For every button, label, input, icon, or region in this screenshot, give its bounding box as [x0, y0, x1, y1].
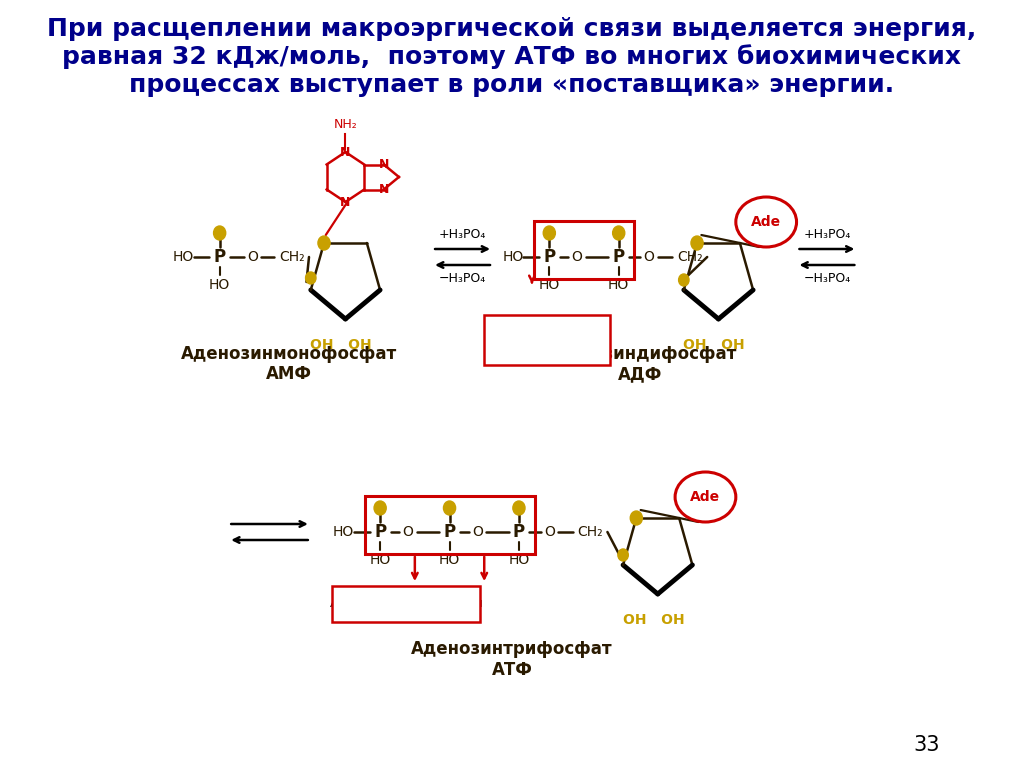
Text: NH₂: NH₂	[334, 117, 357, 130]
Circle shape	[305, 272, 316, 284]
Text: O: O	[544, 525, 555, 539]
Text: Ade: Ade	[690, 490, 721, 504]
Text: АДФ: АДФ	[618, 365, 663, 383]
Text: O: O	[472, 525, 482, 539]
Text: Аденозинмонофосфат: Аденозинмонофосфат	[181, 345, 397, 363]
Text: CH₂: CH₂	[578, 525, 603, 539]
Text: группа: группа	[526, 318, 572, 331]
Text: P: P	[544, 248, 555, 266]
Text: HO: HO	[608, 278, 630, 292]
Circle shape	[513, 501, 525, 515]
Text: −H₃PO₄: −H₃PO₄	[439, 272, 486, 285]
Bar	[365, 496, 535, 554]
Text: Аденозиндифосфат: Аденозиндифосфат	[544, 345, 737, 363]
Circle shape	[612, 226, 625, 240]
Text: O: O	[247, 250, 258, 264]
Bar	[333, 586, 480, 622]
Text: HO: HO	[439, 553, 460, 567]
Text: −H₃PO₄: −H₃PO₄	[803, 272, 851, 285]
Text: N: N	[340, 196, 350, 209]
Text: АТФ: АТФ	[492, 661, 532, 679]
Circle shape	[617, 549, 629, 561]
Text: HO: HO	[333, 525, 354, 539]
Text: O: O	[571, 250, 583, 264]
Text: N: N	[340, 146, 350, 159]
Circle shape	[543, 226, 555, 240]
Text: P: P	[214, 248, 225, 266]
Text: P: P	[374, 523, 386, 541]
Text: 33: 33	[913, 735, 940, 755]
Text: При расщеплении макроэргической связи выделяется энергия,: При расщеплении макроэргической связи вы…	[47, 17, 977, 41]
Text: CH₂: CH₂	[279, 250, 304, 264]
Text: равная 32 кДж/моль,  поэтому АТФ во многих биохимических: равная 32 кДж/моль, поэтому АТФ во многи…	[62, 44, 962, 69]
Circle shape	[443, 501, 456, 515]
Text: Ангидридная: Ангидридная	[505, 335, 594, 348]
Text: Ade: Ade	[752, 215, 781, 229]
Text: +H₃PO₄: +H₃PO₄	[439, 229, 486, 242]
Text: N: N	[379, 183, 389, 196]
Text: P: P	[612, 248, 625, 266]
Circle shape	[214, 226, 225, 240]
Text: O: O	[402, 525, 414, 539]
Text: +H₃PO₄: +H₃PO₄	[803, 229, 851, 242]
Text: P: P	[443, 523, 456, 541]
Text: OH   OH: OH OH	[310, 338, 372, 352]
Text: CH₂: CH₂	[677, 250, 702, 264]
Text: OH   OH: OH OH	[683, 338, 744, 352]
Bar	[484, 315, 610, 365]
Circle shape	[630, 511, 642, 525]
Text: процессах выступает в роли «поставщика» энергии.: процессах выступает в роли «поставщика» …	[129, 73, 895, 97]
Text: OH   OH: OH OH	[623, 613, 684, 627]
Circle shape	[374, 501, 386, 515]
Text: N: N	[379, 158, 389, 171]
Text: HO: HO	[502, 250, 523, 264]
Text: АМФ: АМФ	[266, 365, 312, 383]
Text: O: O	[644, 250, 654, 264]
Bar	[534, 221, 634, 279]
Text: HO: HO	[370, 553, 391, 567]
Text: Ангидридные группы: Ангидридные группы	[330, 597, 482, 611]
Text: HO: HO	[539, 278, 560, 292]
Circle shape	[679, 274, 689, 286]
Text: HO: HO	[209, 278, 230, 292]
Text: Аденозинтрифосфат: Аденозинтрифосфат	[412, 640, 612, 658]
Text: HO: HO	[508, 553, 529, 567]
Text: P: P	[513, 523, 525, 541]
Text: HO: HO	[173, 250, 194, 264]
Circle shape	[317, 236, 330, 250]
Circle shape	[691, 236, 703, 250]
